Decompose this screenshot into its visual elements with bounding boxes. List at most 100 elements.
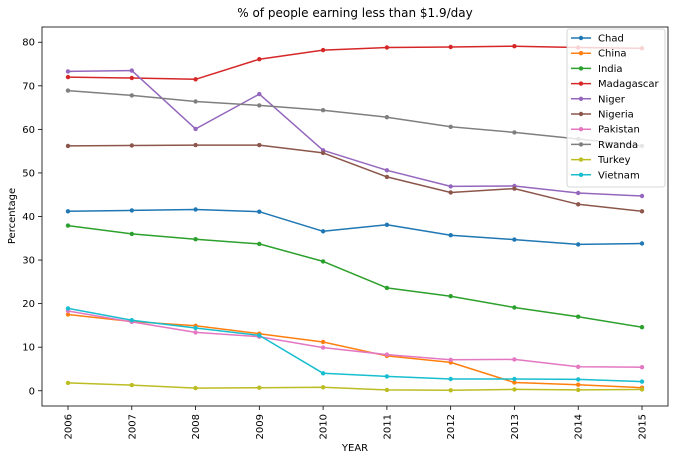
x-axis: 2006 2007 2008 2009 2010 2011 2012 2013 2014 2015 [64, 406, 649, 439]
data-point [65, 74, 71, 80]
data-point [448, 44, 453, 50]
data-point [639, 193, 645, 199]
data-point [448, 184, 453, 189]
legend-swatch-marker [578, 35, 584, 41]
legend-label: Pakistan [598, 125, 640, 136]
data-point [576, 190, 581, 196]
data-point [384, 174, 390, 180]
data-point [512, 44, 517, 49]
data-point [384, 387, 390, 393]
data-point [639, 379, 645, 384]
legend-item-india: India [571, 64, 623, 75]
legend-item-china: China [571, 49, 627, 60]
data-point [320, 259, 326, 264]
data-point [576, 242, 581, 247]
legend-label: Niger [598, 94, 626, 105]
data-point [193, 330, 198, 335]
series-line [67, 310, 643, 368]
data-point [512, 380, 517, 385]
data-point [639, 387, 645, 392]
x-tick-label: 2010 [319, 414, 330, 439]
data-point [257, 385, 262, 390]
data-point [320, 385, 326, 390]
data-point [193, 237, 198, 242]
data-point [512, 357, 517, 362]
series-turkey [65, 380, 645, 393]
data-point [65, 312, 71, 317]
series-chad [65, 207, 645, 247]
data-point [257, 333, 262, 338]
data-point [65, 223, 71, 228]
data-point [65, 380, 71, 386]
y-tick-label: 70 [22, 81, 35, 92]
data-point [193, 126, 198, 132]
legend-item-niger: Niger [571, 94, 626, 105]
series-line [67, 45, 643, 81]
y-tick-label: 30 [22, 256, 35, 267]
data-point [576, 202, 581, 207]
legend-item-turkey: Turkey [571, 155, 631, 166]
data-point [448, 376, 453, 382]
y-tick-label: 0 [29, 386, 35, 397]
data-point [320, 371, 326, 376]
data-point [512, 305, 517, 310]
legend-label: China [598, 49, 627, 60]
series-vietnam [65, 306, 645, 384]
data-point [129, 75, 134, 81]
data-point [257, 57, 262, 62]
data-point [320, 339, 326, 345]
series-line [67, 89, 643, 147]
data-point [512, 130, 517, 135]
legend-item-madagascar: Madagascar [571, 79, 660, 90]
data-point [384, 45, 390, 50]
y-axis: 0 10 20 30 40 50 60 70 80 [22, 38, 42, 397]
data-point [384, 285, 390, 291]
x-tick-label: 2013 [510, 414, 521, 439]
data-point [129, 143, 134, 148]
data-point [448, 233, 453, 238]
legend-item-rwanda: Rwanda [571, 140, 638, 151]
data-point [384, 168, 390, 173]
data-point [576, 377, 581, 382]
series-line [67, 307, 643, 383]
data-point [65, 88, 71, 93]
legend-swatch-marker [578, 127, 584, 132]
legend-label: Rwanda [598, 140, 638, 151]
data-point [193, 325, 198, 331]
x-tick-label: 2007 [127, 414, 138, 439]
data-point [65, 306, 71, 311]
data-point [512, 237, 517, 242]
data-point [576, 314, 581, 319]
legend-item-pakistan: Pakistan [571, 125, 640, 136]
legend-label: India [598, 64, 623, 75]
series-line [67, 208, 643, 246]
data-point [384, 352, 390, 357]
data-point [257, 209, 262, 214]
legend-swatch-marker [578, 51, 584, 56]
data-point [320, 108, 326, 113]
data-point [448, 124, 453, 129]
x-tick-label: 2011 [382, 414, 393, 439]
data-point [576, 382, 581, 387]
data-point [193, 385, 198, 391]
x-tick-label: 2014 [574, 414, 585, 439]
legend-box [566, 28, 666, 188]
legend-label: Turkey [597, 155, 631, 166]
data-point [65, 143, 71, 149]
x-tick-label: 2009 [255, 414, 266, 439]
legend-item-vietnam: Vietnam [571, 170, 640, 181]
y-tick-label: 80 [22, 38, 35, 49]
data-point [639, 241, 645, 246]
x-tick-label: 2012 [446, 414, 457, 439]
y-tick-label: 40 [22, 212, 35, 223]
y-tick-label: 10 [22, 343, 35, 354]
chart-title: % of people earning less than $1.9/day [237, 6, 472, 20]
data-point [193, 77, 198, 82]
series-line [67, 382, 643, 392]
x-axis-label: YEAR [341, 443, 368, 454]
data-point [384, 115, 390, 120]
series-layer [65, 44, 645, 393]
legend-swatch-marker [578, 157, 584, 162]
x-tick-label: 2015 [638, 414, 649, 439]
data-point [512, 376, 517, 382]
